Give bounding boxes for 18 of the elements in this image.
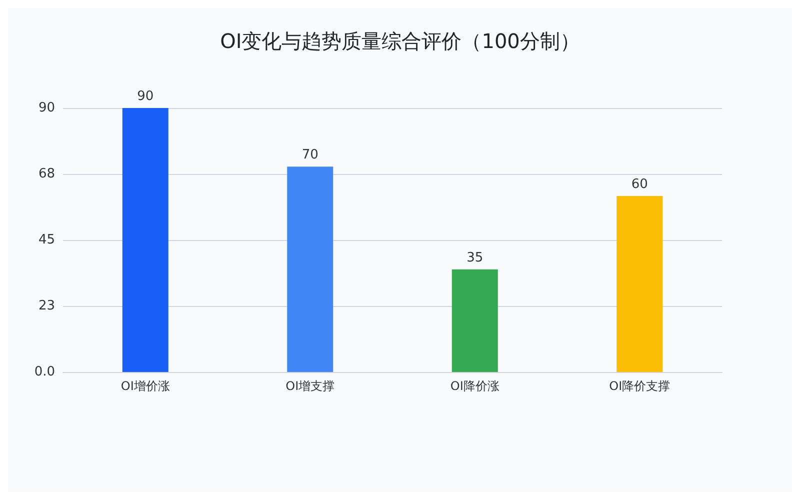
data-label: 35: [466, 250, 484, 266]
bar: [287, 166, 334, 372]
chart-title: OI变化与趋势质量综合评价（100分制）: [220, 29, 580, 53]
bar: [616, 196, 663, 372]
data-label: 90: [137, 89, 154, 104]
data-label: 60: [631, 177, 648, 192]
data-label: 70: [302, 148, 318, 163]
y-tick-label: 45: [38, 232, 55, 248]
y-tick-label: 23: [38, 298, 55, 314]
x-tick-label: OI增支撑: [286, 379, 335, 393]
bar: [122, 108, 168, 372]
bar: [452, 269, 498, 372]
y-tick-label: 0.0: [34, 364, 55, 380]
x-tick-label: OI增价涨: [120, 379, 170, 393]
y-tick-label: 90: [38, 100, 55, 116]
y-tick-label: 68: [38, 166, 55, 182]
x-tick-label: OI降价支撑: [609, 379, 670, 393]
x-tick-label: OI降价涨: [450, 379, 500, 393]
